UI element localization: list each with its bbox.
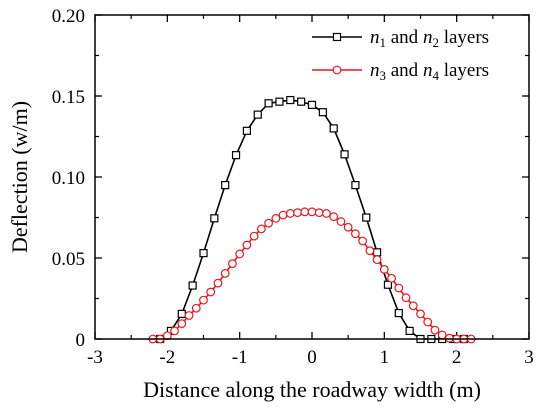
data-point <box>373 248 382 257</box>
data-point <box>191 303 201 313</box>
x-axis-title: Distance along the roadway width (m) <box>143 377 481 402</box>
x-tick-label: 1 <box>380 347 390 368</box>
data-point <box>307 207 317 217</box>
data-point <box>394 308 403 318</box>
tick-labels: -3 -2 -1 0 1 2 3 0 0.05 0.10 0.15 0.20 <box>52 6 534 368</box>
x-tick-label: 2 <box>452 347 462 368</box>
data-point <box>199 295 208 305</box>
data-point <box>177 319 187 329</box>
data-point <box>210 214 219 223</box>
data-point <box>206 287 216 297</box>
x-tick-label: -2 <box>159 347 175 368</box>
data-point <box>242 240 252 250</box>
data-point <box>365 246 375 256</box>
legend-item-series-2: n3 and n4 layers <box>312 60 489 83</box>
data-point <box>177 309 186 318</box>
data-point <box>170 326 179 336</box>
data-point <box>307 100 317 110</box>
data-point <box>351 181 360 190</box>
legend-item-series-1: n1 and n2 layers <box>312 27 489 50</box>
data-point <box>235 249 245 259</box>
data-point <box>437 330 447 340</box>
y-tick-label: 0.15 <box>52 87 85 108</box>
data-point <box>220 268 230 278</box>
x-tick-label: -1 <box>232 347 248 368</box>
y-tick-label: 0.20 <box>52 6 85 27</box>
data-point <box>362 213 371 222</box>
legend: n1 and n2 layers n3 and n4 layers <box>312 27 489 83</box>
data-point <box>336 217 346 226</box>
data-point <box>293 208 302 218</box>
data-point <box>256 224 266 234</box>
data-point <box>394 283 404 293</box>
series-1 <box>156 95 468 344</box>
legend-label: n3 and n4 layers <box>370 60 489 83</box>
data-point <box>199 249 208 258</box>
data-point <box>253 110 262 119</box>
data-point <box>278 210 288 220</box>
data-point <box>383 280 393 289</box>
data-point <box>322 209 331 218</box>
data-point <box>423 317 433 327</box>
data-point <box>228 259 237 269</box>
data-point <box>213 278 223 288</box>
data-point <box>372 255 382 265</box>
data-point <box>231 151 241 160</box>
y-tick-label: 0.10 <box>52 168 85 189</box>
data-point <box>340 150 349 159</box>
data-point <box>329 124 338 133</box>
x-tick-label: 3 <box>524 347 534 368</box>
data-point <box>379 264 389 274</box>
data-point <box>297 97 306 106</box>
data-point <box>264 218 274 228</box>
legend-marker <box>332 65 342 75</box>
data-point <box>275 97 284 106</box>
legend-label: n1 and n2 layers <box>370 27 489 50</box>
data-point <box>445 333 454 343</box>
data-point <box>286 95 295 105</box>
data-point <box>430 325 440 335</box>
series-2 <box>148 207 476 344</box>
data-point <box>351 229 360 239</box>
data-point <box>329 212 339 222</box>
x-tick-label: 0 <box>307 347 317 368</box>
data-point <box>314 208 324 218</box>
data-point <box>416 309 425 319</box>
data-point <box>221 181 230 190</box>
data-point <box>405 326 414 335</box>
data-point <box>408 301 418 311</box>
x-tick-label: -3 <box>87 347 103 368</box>
y-axis-title: Deflection (w/m) <box>7 101 32 253</box>
series-2-line <box>152 211 472 340</box>
data-point <box>343 222 353 232</box>
data-point <box>318 108 327 117</box>
data-point <box>184 311 194 320</box>
data-point <box>285 209 295 218</box>
data-point <box>264 99 273 108</box>
data-point <box>300 207 310 217</box>
y-tick-label: 0 <box>76 330 86 351</box>
data-point <box>358 236 368 246</box>
data-point <box>242 126 251 135</box>
data-point <box>387 273 396 283</box>
y-tick-label: 0.05 <box>52 249 85 270</box>
plot-frame <box>94 14 530 340</box>
data-point <box>271 213 281 223</box>
series-layer <box>148 95 476 344</box>
data-point <box>249 231 259 241</box>
data-point <box>401 293 411 303</box>
data-point <box>188 281 197 290</box>
legend-marker <box>332 32 342 42</box>
